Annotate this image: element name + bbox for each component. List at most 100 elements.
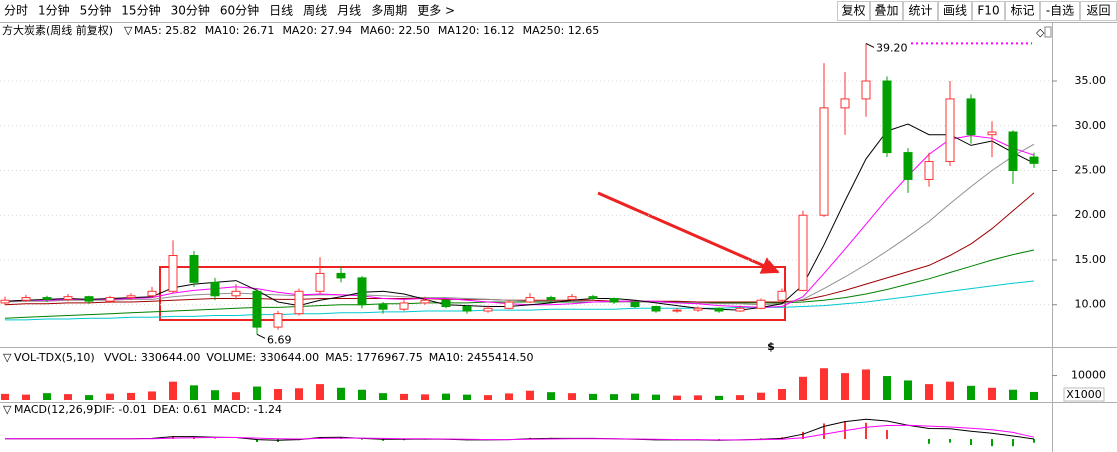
volume-bar: [64, 394, 72, 400]
volume-bar: [1009, 389, 1017, 400]
candle-body: [840, 98, 850, 109]
tool-button-frame: [1040, 1, 1080, 21]
volume-bar: [610, 394, 618, 400]
tool-button-frame: [837, 1, 870, 21]
unit-box: [1063, 387, 1105, 402]
tool-button-frame: [870, 1, 903, 21]
candle-body: [1008, 131, 1018, 171]
volume-bar: [505, 393, 513, 400]
tool-button-frame: [903, 1, 938, 21]
candle-body: [903, 152, 913, 180]
y-tick-label: 15.00: [1075, 253, 1107, 266]
tool-button[interactable]: 叠加: [874, 4, 898, 18]
tool-button[interactable]: 复权: [841, 4, 865, 18]
period-tab[interactable]: 30分钟: [171, 3, 210, 18]
volume-bar: [316, 384, 324, 400]
volume-bar: [43, 393, 51, 400]
candle-body: [588, 296, 598, 299]
legend-entry: MA250: 12.65: [523, 24, 600, 37]
volume-bar: [757, 392, 765, 400]
candle-body: [315, 272, 325, 292]
high-label: 39.20: [876, 41, 908, 54]
volume-bar: [820, 368, 828, 400]
legend-entry: MA120: 16.12: [438, 24, 515, 37]
volume-bar: [862, 369, 870, 400]
candle-body: [756, 299, 766, 309]
tool-button[interactable]: -自选: [1046, 4, 1074, 18]
candle-body: [21, 297, 31, 301]
candle-body: [210, 281, 220, 297]
period-tab[interactable]: 1分钟: [38, 3, 70, 18]
candle-body: [63, 296, 73, 300]
period-tab[interactable]: 周线: [303, 4, 327, 18]
pane-title: MACD(12,26,9): [14, 403, 98, 416]
tool-button[interactable]: F10: [977, 4, 999, 18]
volume-bar: [421, 394, 429, 400]
tool-button[interactable]: 统计: [908, 4, 932, 18]
tool-button-frame: [1005, 1, 1040, 21]
y-tick-label: 30.00: [1075, 119, 1107, 132]
volume-bar: [736, 395, 744, 400]
candle-body: [672, 309, 682, 312]
tool-button[interactable]: 标记: [1010, 4, 1034, 18]
unit-label: X1000: [1066, 388, 1102, 401]
tool-button[interactable]: 返回: [1086, 4, 1110, 18]
period-tab[interactable]: 日线: [269, 4, 293, 18]
volume-bar: [400, 393, 408, 400]
volume-bar: [274, 389, 282, 400]
candle-body: [294, 290, 304, 315]
candle-body: [987, 131, 997, 136]
legend-entry: DEA: 0.61: [153, 403, 207, 416]
volume-bar: [883, 376, 891, 400]
candle-body: [882, 80, 892, 154]
volume-bar: [484, 395, 492, 400]
candle-body: [0, 299, 10, 304]
collapse-icon[interactable]: ▽: [3, 351, 12, 364]
volume-bar: [841, 373, 849, 400]
candle-body: [231, 290, 241, 297]
y-tick-label: 35.00: [1075, 74, 1107, 87]
legend-entry: VVOL: 330644.00: [104, 351, 200, 364]
candle-body: [651, 306, 661, 312]
period-tab[interactable]: 分时: [4, 4, 28, 18]
chart-title: 方大炭素(周线 前复权): [2, 23, 113, 37]
toolbar: 分时 1分钟 5分钟 15分钟 30分钟 60分钟 日线 周线 月线 多周期 更多 > 复权 叠加 统计画…: [4, 1, 1117, 21]
tool-button[interactable]: 画线: [943, 4, 967, 18]
collapse-icon[interactable]: ▽: [3, 403, 12, 416]
period-tab[interactable]: 60分钟: [220, 3, 259, 18]
candle-body: [525, 297, 535, 303]
diamond-icon[interactable]: ◇: [1036, 26, 1045, 39]
candle-body: [546, 297, 556, 300]
ma-line: [4, 143, 1035, 306]
high-pointer: [865, 42, 875, 48]
period-tab[interactable]: 月线: [337, 4, 361, 18]
candle-body: [504, 301, 514, 309]
volume-bar: [799, 376, 807, 400]
candle-body: [105, 297, 115, 302]
legend-entry: VOLUME: 330644.00: [206, 351, 319, 364]
candle-body: [798, 214, 808, 291]
candle-body: [189, 255, 199, 283]
period-tab[interactable]: 5分钟: [80, 3, 112, 18]
volume-bar: [1, 393, 9, 400]
candle-body: [84, 296, 94, 302]
volume-bar: [358, 389, 366, 400]
volume-bar: [379, 393, 387, 400]
volume-bar: [652, 394, 660, 400]
legend-entry: MA20: 27.94: [282, 24, 352, 37]
period-tab[interactable]: 更多 >: [417, 4, 455, 18]
volume-bar: [295, 388, 303, 400]
panel-icon[interactable]: [1044, 26, 1052, 38]
candle-body: [945, 98, 955, 163]
y-tick-label: 20.00: [1075, 208, 1107, 221]
period-tab[interactable]: 15分钟: [121, 3, 160, 18]
candle-body: [777, 290, 787, 301]
low-pointer: [256, 333, 266, 339]
volume-bar: [1030, 391, 1038, 400]
volume-bar: [232, 392, 240, 400]
volume-bar: [169, 381, 177, 400]
period-tab[interactable]: 多周期: [371, 4, 407, 18]
legend-arrow: ▽: [124, 24, 133, 37]
